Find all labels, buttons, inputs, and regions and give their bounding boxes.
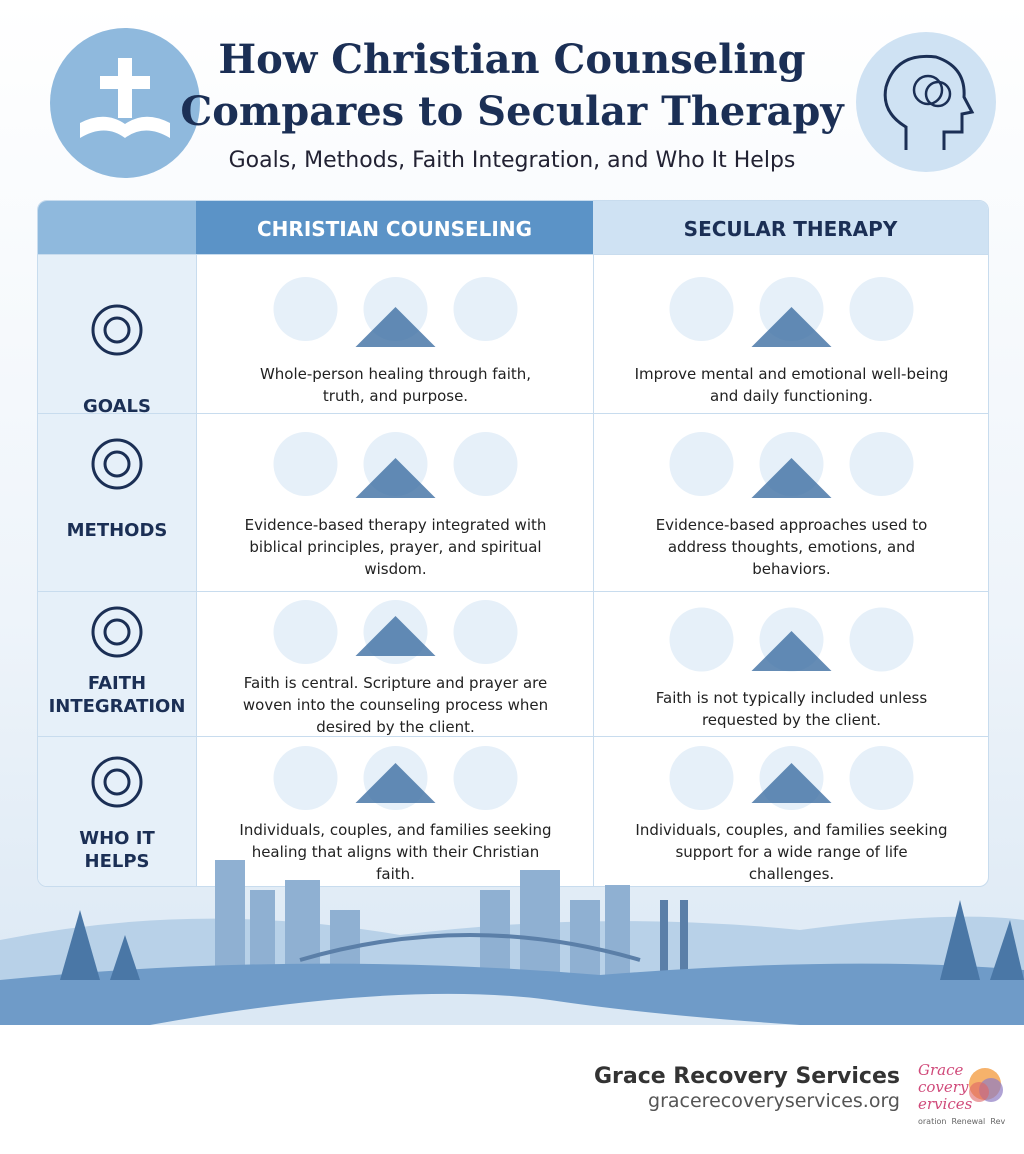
row-label-cell: GOALS bbox=[38, 254, 196, 417]
cell-text: Evidence-based therapy integrated with b… bbox=[244, 516, 547, 578]
bible-icon bbox=[80, 58, 170, 138]
cell-illustration bbox=[273, 432, 518, 498]
row-label: GOALS bbox=[83, 396, 151, 417]
table-cell: Improve mental and emotional well-being … bbox=[593, 254, 988, 414]
row-label: FAITH INTEGRATION bbox=[48, 673, 186, 717]
cell-illustration bbox=[669, 607, 914, 672]
title-line: How Christian Counseling bbox=[218, 36, 806, 83]
org-name: Grace Recovery Services bbox=[593, 1064, 900, 1089]
header-corner bbox=[38, 201, 196, 254]
cell-text: Individuals, couples, and families seeki… bbox=[635, 821, 948, 883]
cell-illustration bbox=[273, 600, 518, 664]
table-cell: Faith is central. Scripture and prayer a… bbox=[196, 591, 594, 737]
bible-badge bbox=[50, 28, 200, 178]
cell-illustration bbox=[273, 277, 518, 347]
column-header: SECULAR THERAPY bbox=[593, 201, 988, 254]
logo-mark bbox=[969, 1068, 1003, 1102]
logo-text: ervices bbox=[918, 1095, 973, 1113]
row-label: WHO IT HELPS bbox=[79, 828, 155, 872]
cell-illustration bbox=[273, 746, 518, 810]
org-url: gracerecoveryservices.org bbox=[648, 1090, 900, 1112]
cell-text: Evidence-based approaches used to addres… bbox=[655, 516, 928, 578]
comparison-table: CHRISTIAN COUNSELING SECULAR THERAPY GOA… bbox=[37, 200, 989, 887]
row-icon bbox=[91, 756, 143, 808]
logo-text: Grace bbox=[918, 1061, 964, 1079]
row-label-cell: WHO IT HELPS bbox=[38, 736, 196, 886]
skyline bbox=[0, 860, 1024, 1025]
column-header: CHRISTIAN COUNSELING bbox=[196, 201, 593, 254]
cell-illustration bbox=[669, 277, 914, 347]
cell-illustration bbox=[669, 746, 914, 810]
cell-text: Faith is central. Scripture and prayer a… bbox=[242, 674, 549, 736]
title-line: Compares to Secular Therapy bbox=[180, 88, 844, 135]
logo-text: covery bbox=[918, 1078, 969, 1096]
head-icon bbox=[883, 54, 975, 150]
cell-text: Improve mental and emotional well-being … bbox=[634, 365, 949, 405]
head-badge bbox=[856, 32, 996, 172]
table-cell: Whole-person healing through faith, trut… bbox=[196, 254, 594, 414]
cell-illustration bbox=[669, 432, 914, 498]
row-label-cell: FAITH INTEGRATION bbox=[38, 591, 196, 737]
row-label-cell: METHODS bbox=[38, 413, 196, 592]
table-cell: Faith is not typically included unless r… bbox=[593, 591, 988, 737]
cell-text: Faith is not typically included unless r… bbox=[655, 689, 928, 729]
cell-text: Whole-person healing through faith, trut… bbox=[259, 365, 532, 405]
row-icon bbox=[91, 304, 143, 356]
table-cell: Evidence-based approaches used to addres… bbox=[593, 413, 988, 592]
table-cell: Individuals, couples, and families seeki… bbox=[593, 736, 988, 886]
row-label: METHODS bbox=[66, 520, 168, 541]
subtitle: Goals, Methods, Faith Integration, and W… bbox=[228, 148, 796, 173]
row-icon bbox=[91, 606, 143, 658]
table-cell: Evidence-based therapy integrated with b… bbox=[196, 413, 594, 592]
cell-text: Individuals, couples, and families seeki… bbox=[239, 821, 552, 883]
row-icon bbox=[91, 438, 143, 490]
logo: Grace covery ervices oration Renewal Rev bbox=[918, 1062, 1008, 1130]
logo-tagline: oration Renewal Rev bbox=[918, 1117, 1006, 1126]
table-cell: Individuals, couples, and families seeki… bbox=[196, 736, 594, 886]
